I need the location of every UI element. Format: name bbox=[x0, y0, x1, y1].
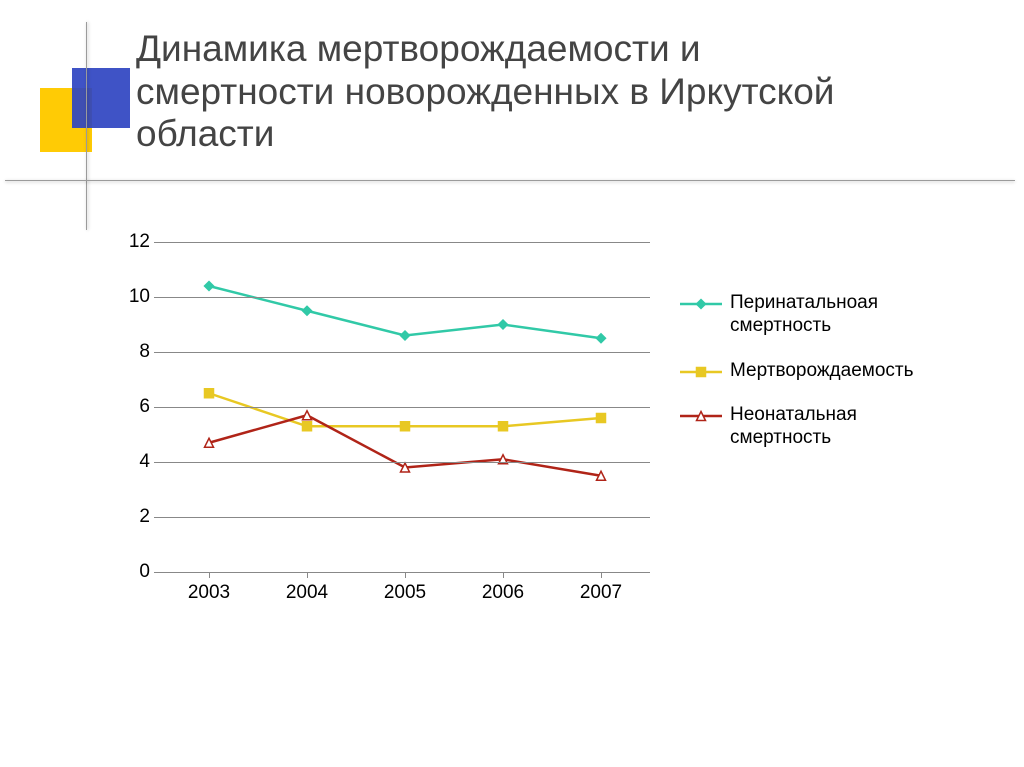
chart-plot-area: 02468101220032004200520062007 bbox=[160, 242, 650, 572]
legend-item: Перинатальноая смертность bbox=[680, 292, 950, 338]
chart-x-tick-label: 2006 bbox=[482, 582, 524, 604]
legend-label: Неонатальная смертность bbox=[730, 404, 950, 450]
chart-y-tick-label: 10 bbox=[129, 286, 150, 308]
chart-series-marker bbox=[303, 422, 312, 431]
decor-square-blue bbox=[72, 68, 130, 128]
chart-x-tick-label: 2005 bbox=[384, 582, 426, 604]
chart-series-marker bbox=[205, 282, 214, 291]
chart-x-tick-mark bbox=[209, 572, 210, 578]
chart-y-tick-mark bbox=[154, 297, 160, 298]
chart-series-marker bbox=[205, 389, 214, 398]
chart-gridline bbox=[160, 297, 650, 298]
chart-y-tick-mark bbox=[154, 462, 160, 463]
chart-y-tick-label: 8 bbox=[139, 341, 150, 363]
chart-x-tick-mark bbox=[601, 572, 602, 578]
chart-y-tick-mark bbox=[154, 517, 160, 518]
chart-series-marker bbox=[401, 331, 410, 340]
chart-series-marker bbox=[597, 334, 606, 343]
chart-series-marker bbox=[499, 320, 508, 329]
chart-y-tick-mark bbox=[154, 242, 160, 243]
chart-x-tick-label: 2004 bbox=[286, 582, 328, 604]
chart-y-tick-label: 4 bbox=[139, 451, 150, 473]
decor-vertical-line bbox=[86, 22, 87, 230]
legend-swatch bbox=[680, 406, 722, 426]
chart-series-marker bbox=[401, 422, 410, 431]
chart-y-tick-label: 2 bbox=[139, 506, 150, 528]
legend-item: Неонатальная смертность bbox=[680, 404, 950, 450]
chart-y-tick-mark bbox=[154, 407, 160, 408]
chart-legend: Перинатальноая смертность Мертворождаемос… bbox=[680, 292, 950, 472]
legend-swatch bbox=[680, 362, 722, 382]
chart-series-marker bbox=[499, 422, 508, 431]
chart-y-tick-label: 0 bbox=[139, 561, 150, 583]
legend-swatch bbox=[680, 294, 722, 314]
chart-series-marker bbox=[303, 306, 312, 315]
chart-x-tick-mark bbox=[503, 572, 504, 578]
chart: 02468101220032004200520062007 Перинаталь… bbox=[100, 232, 960, 662]
chart-y-tick-mark bbox=[154, 352, 160, 353]
legend-item: Мертворождаемость bbox=[680, 360, 950, 383]
chart-gridline bbox=[160, 407, 650, 408]
slide: Динамика мертворождаемости и смертности … bbox=[0, 0, 1024, 767]
decor-horizontal-line bbox=[5, 180, 1015, 181]
chart-gridline bbox=[160, 352, 650, 353]
chart-x-tick-mark bbox=[405, 572, 406, 578]
chart-x-tick-label: 2007 bbox=[580, 582, 622, 604]
chart-gridline bbox=[160, 517, 650, 518]
chart-x-tick-mark bbox=[307, 572, 308, 578]
legend-label: Мертворождаемость bbox=[730, 360, 914, 383]
chart-gridline bbox=[160, 242, 650, 243]
chart-series-marker bbox=[597, 414, 606, 423]
slide-title: Динамика мертворождаемости и смертности … bbox=[136, 28, 896, 156]
chart-gridline bbox=[160, 462, 650, 463]
chart-y-tick-mark bbox=[154, 572, 160, 573]
chart-y-tick-label: 6 bbox=[139, 396, 150, 418]
chart-x-tick-label: 2003 bbox=[188, 582, 230, 604]
legend-label: Перинатальноая смертность bbox=[730, 292, 950, 338]
chart-y-tick-label: 12 bbox=[129, 231, 150, 253]
